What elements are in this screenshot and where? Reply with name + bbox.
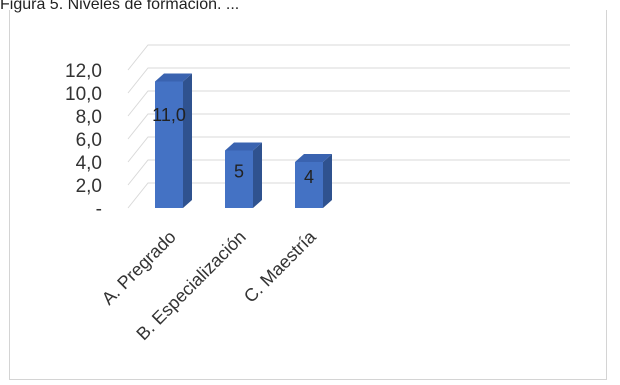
- gridline: [127, 182, 570, 209]
- gridline: [127, 90, 570, 117]
- bar: [225, 142, 262, 208]
- data-labels: 11,0 5 4: [152, 105, 314, 187]
- gridline: [127, 159, 570, 186]
- y-tick-label: 8,0: [76, 107, 102, 128]
- bar: [295, 154, 332, 208]
- bar: [155, 73, 192, 208]
- gridline: [127, 136, 570, 163]
- data-label: 5: [234, 161, 244, 181]
- y-tick-label: 4,0: [76, 153, 102, 174]
- bars: [155, 73, 332, 208]
- gridline: [127, 113, 570, 140]
- chart-frame: [9, 10, 607, 380]
- y-tick-label: 10,0: [65, 84, 102, 105]
- data-label: 11,0: [152, 105, 186, 125]
- y-axis-ticks: -2,04,06,08,010,012,0: [65, 61, 102, 220]
- y-tick-label: 2,0: [76, 176, 102, 197]
- gridline: [127, 67, 570, 94]
- gridline: [127, 44, 570, 71]
- y-tick-label: -: [96, 199, 102, 220]
- data-label: 4: [304, 167, 314, 187]
- y-tick-label: 6,0: [76, 130, 102, 151]
- y-tick-label: 12,0: [65, 61, 102, 82]
- gridlines: [127, 44, 570, 209]
- figure-caption: Figura 5. Niveles de formación. ...: [0, 0, 240, 13]
- category-label: C. Maestría: [240, 226, 321, 307]
